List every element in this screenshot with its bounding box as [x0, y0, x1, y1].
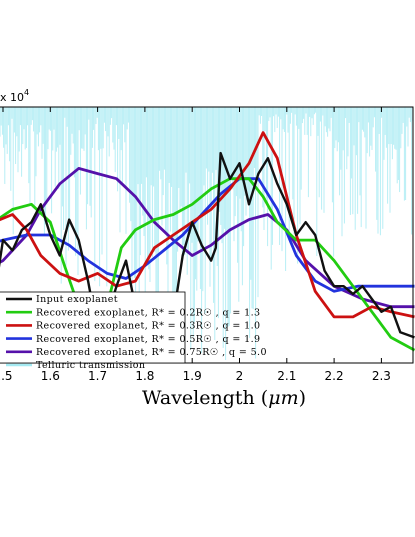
x-tick-label: 1.6 — [41, 369, 60, 383]
x-tick-label: 1.5 — [0, 369, 13, 383]
legend-label: Recovered exoplanet, R* = 0.3R☉ , q = 1.… — [36, 321, 260, 332]
x-tick-label: 2.1 — [277, 369, 296, 383]
legend-label: Input exoplanet — [36, 294, 118, 305]
x-tick-label: 2.3 — [372, 369, 391, 383]
series-line-0 — [0, 151, 415, 352]
x-axis-label: Wavelength (μm) — [142, 387, 306, 409]
legend-label: Recovered exoplanet, R* = 0.75R☉ , q = 5… — [36, 347, 267, 358]
legend: Input exoplanet Recovered exoplanet, R* =… — [0, 291, 267, 371]
x-tick-label: 1.7 — [88, 369, 107, 383]
plot-frame — [0, 106, 414, 364]
x-tick-label: 1.9 — [183, 369, 202, 383]
legend-label: Telluric transmission — [36, 360, 145, 371]
x-tick-label: 2.2 — [325, 369, 344, 383]
legend-label: Recovered exoplanet, R* = 0.2R☉ , q = 1.… — [36, 307, 260, 318]
x-tick-label: 1.8 — [135, 369, 154, 383]
x-axis: 1.5 1.6 1.7 1.8 1.9 2 2.1 2.2 2.3 — [0, 107, 391, 383]
series-line-1 — [0, 177, 415, 352]
legend-label: Recovered exoplanet, R* = 0.5R☉ , q = 1.… — [36, 334, 260, 345]
y-multiplier: x 104 — [0, 88, 29, 104]
series-layer — [0, 131, 415, 352]
series-line-4 — [0, 166, 415, 309]
x-tick-label: 2 — [236, 369, 244, 383]
